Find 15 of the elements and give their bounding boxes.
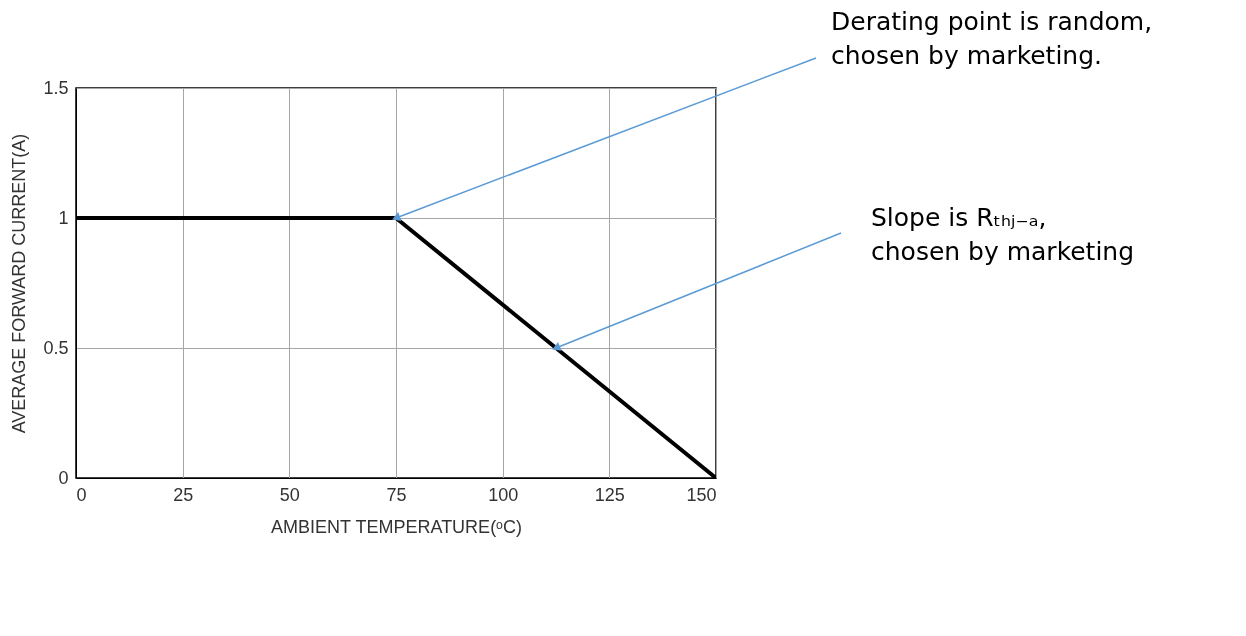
x-tick-label: 150 — [686, 484, 717, 505]
y-tick-label: 0 — [58, 467, 69, 488]
y-tick-label: 1.5 — [43, 77, 69, 98]
y-tick-label: 0.5 — [43, 337, 69, 358]
x-tick-label: 0 — [76, 484, 87, 505]
x-axis-title: AMBIENT TEMPERATURE(ᵒC) — [271, 516, 522, 537]
x-tick-label: 75 — [386, 484, 407, 505]
y-axis-title: AVERAGE FORWARD CURRENT(A) — [9, 133, 30, 434]
x-tick-label: 25 — [173, 484, 194, 505]
y-tick-label: 1 — [58, 207, 69, 228]
x-tick-label: 50 — [279, 484, 300, 505]
annotation: Derating point is random, chosen by marketing. — [831, 7, 1153, 70]
annotation: Slope is Rₜₕⱼ₋ₐ, chosen by marketing — [871, 203, 1135, 266]
x-tick-label: 100 — [488, 484, 519, 505]
x-tick-label: 125 — [594, 484, 625, 505]
